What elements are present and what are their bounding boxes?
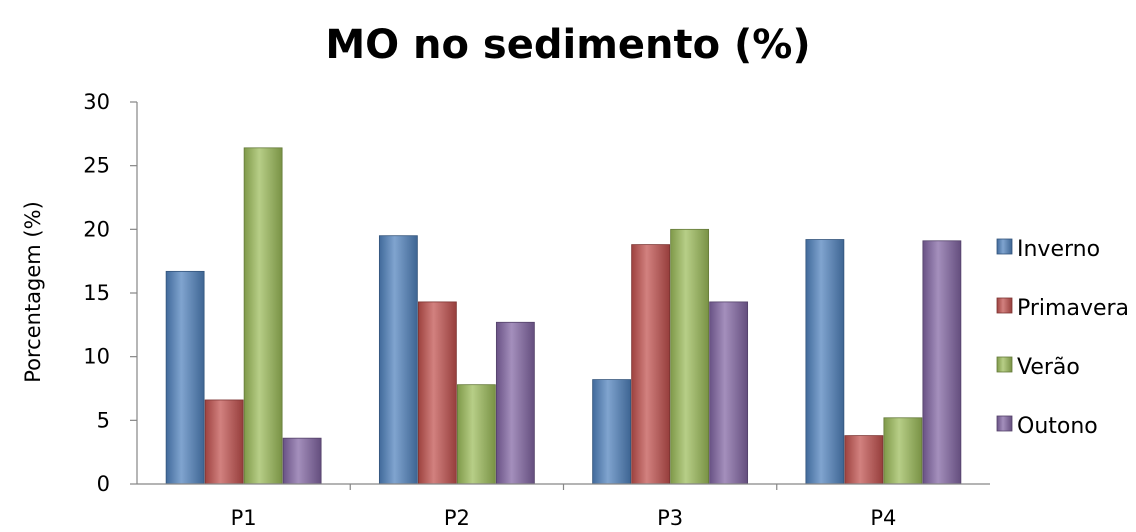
legend-swatch-3: [996, 415, 1013, 432]
legend-label-0: Inverno: [1017, 237, 1100, 262]
bar-p1-3: [282, 437, 322, 485]
bar-p2-3: [495, 321, 535, 485]
bars-group: [165, 147, 962, 485]
bar-p4-1: [844, 435, 884, 485]
legend-label-1: Primavera: [1017, 296, 1129, 321]
legend-swatch-1: [996, 297, 1013, 314]
y-tick-label: 5: [97, 408, 110, 432]
bar-p3-2: [670, 228, 710, 485]
bar-p2-1: [417, 301, 457, 485]
bar-p4-0: [805, 239, 845, 485]
y-tick-label: 0: [97, 472, 110, 496]
x-tick-label-p3: P3: [657, 506, 683, 530]
bar-p4-3: [922, 240, 962, 485]
bar-p4-2: [883, 417, 923, 485]
bar-p2-0: [378, 235, 418, 485]
y-tick-label: 20: [83, 217, 110, 241]
bar-p3-0: [592, 379, 632, 485]
y-tick-label: 25: [83, 154, 110, 178]
y-axis-label: Porcentagem (%): [21, 201, 45, 383]
chart-title: MO no sedimento (%): [325, 22, 810, 68]
bar-p1-0: [165, 270, 205, 485]
bar-p3-3: [709, 301, 749, 485]
y-tick-label: 30: [83, 90, 110, 114]
bar-p1-1: [204, 399, 244, 485]
legend-label-2: Verão: [1017, 355, 1080, 380]
x-tick-label-p2: P2: [444, 506, 470, 530]
legend-label-3: Outono: [1017, 414, 1098, 439]
y-tick-label: 15: [83, 281, 110, 305]
y-axis-ticks: 0 5 10 15 20 25 30: [83, 90, 137, 496]
legend-swatch-0: [996, 238, 1013, 255]
bar-p2-2: [456, 384, 496, 485]
bar-p1-2: [243, 147, 283, 485]
x-tick-label-p4: P4: [870, 506, 896, 530]
x-axis-ticks: P1 P2 P3 P4: [231, 484, 896, 530]
y-tick-label: 10: [83, 345, 110, 369]
x-tick-label-p1: P1: [231, 506, 257, 530]
legend: Inverno Primavera Verão Outono: [996, 237, 1129, 439]
bar-p3-1: [631, 244, 671, 485]
legend-swatch-2: [996, 356, 1013, 373]
